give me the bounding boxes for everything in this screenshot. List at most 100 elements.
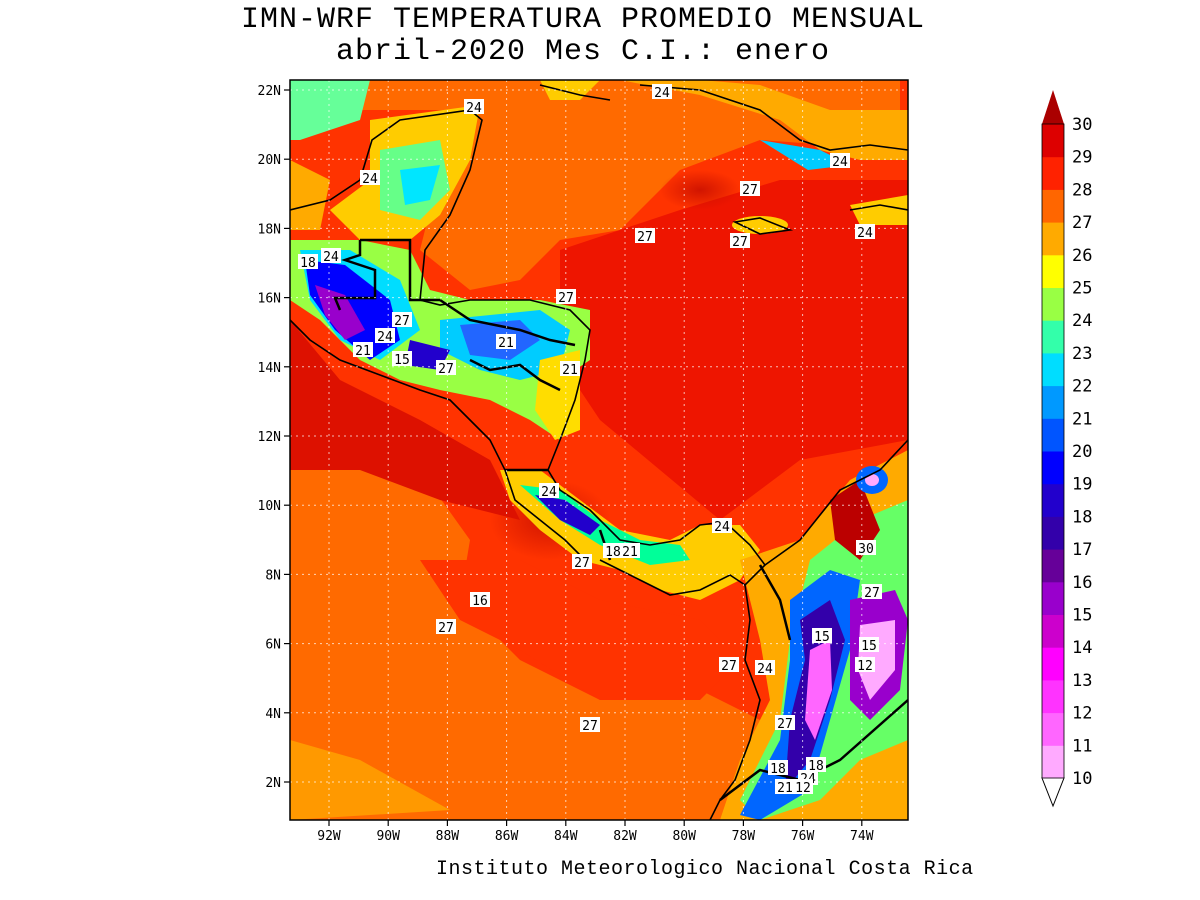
contour-label: 24 bbox=[377, 330, 393, 345]
contour-label: 24 bbox=[541, 485, 557, 500]
contour-label: 21 bbox=[498, 336, 514, 351]
colorbar-tick-label: 28 bbox=[1072, 180, 1092, 200]
colorbar: 10 11 12 13 14 15 16 17 18 19 20 21 22 23 24 25 26 27 28 29… bbox=[1041, 90, 1092, 808]
contour-label: 21 bbox=[622, 545, 638, 560]
lon-tick-label: 80W bbox=[672, 829, 696, 844]
contour-label: 24 bbox=[654, 86, 670, 101]
lat-tick-label: 16N bbox=[258, 292, 281, 307]
colorbar-swatch bbox=[1042, 483, 1064, 517]
colorbar-swatch bbox=[1042, 222, 1064, 256]
contour-label: 24 bbox=[857, 226, 873, 241]
colorbar-swatch bbox=[1042, 352, 1064, 387]
contour-label: 27 bbox=[438, 621, 454, 636]
colorbar-swatch bbox=[1042, 287, 1064, 321]
colorbar-tick-label: 27 bbox=[1072, 213, 1092, 233]
contour-label: 27 bbox=[558, 291, 574, 306]
contour-label: 24 bbox=[466, 101, 482, 116]
lon-tick-label: 84W bbox=[554, 829, 578, 844]
contour-label: 21 bbox=[777, 781, 793, 796]
lat-tick-label: 4N bbox=[265, 707, 281, 722]
lat-tick-label: 12N bbox=[258, 430, 281, 445]
colorbar-swatch bbox=[1042, 451, 1064, 485]
colorbar-swatch bbox=[1042, 124, 1064, 158]
contour-label: 12 bbox=[857, 659, 873, 674]
colorbar-tick-label: 29 bbox=[1072, 148, 1092, 168]
colorbar-swatch bbox=[1042, 581, 1064, 615]
colorbar-swatch bbox=[1042, 745, 1064, 779]
contour-label: 27 bbox=[438, 362, 454, 377]
contour-label: 12 bbox=[795, 781, 811, 796]
contour-label: 16 bbox=[472, 594, 488, 609]
lat-tick-label: 10N bbox=[258, 499, 281, 514]
colorbar-swatch bbox=[1042, 418, 1064, 452]
contour-label: 24 bbox=[757, 662, 773, 677]
contour-label: 24 bbox=[323, 250, 339, 265]
longitude-axis: 92W 90W 88W 86W 84W 82W 80W 78W 76W 74W bbox=[317, 820, 874, 844]
lat-tick-label: 18N bbox=[258, 222, 281, 237]
colorbar-tick-label: 22 bbox=[1072, 377, 1092, 397]
map-title-line1: IMN-WRF TEMPERATURA PROMEDIO MENSUAL bbox=[240, 3, 926, 37]
colorbar-swatch bbox=[1042, 320, 1064, 354]
lat-tick-label: 6N bbox=[265, 638, 281, 653]
colorbar-tick-label: 23 bbox=[1072, 344, 1092, 364]
map-field bbox=[290, 80, 908, 820]
field-gulf-26 bbox=[290, 80, 900, 290]
colorbar-swatch bbox=[1042, 189, 1064, 223]
lat-tick-label: 22N bbox=[258, 84, 281, 99]
contour-label: 27 bbox=[637, 230, 653, 245]
colorbar-tick-label: 14 bbox=[1072, 638, 1092, 658]
colorbar-tick-label: 15 bbox=[1072, 606, 1092, 626]
contour-label: 27 bbox=[582, 719, 598, 734]
lon-tick-label: 78W bbox=[732, 829, 756, 844]
contour-label: 15 bbox=[394, 353, 410, 368]
lon-tick-label: 92W bbox=[317, 829, 341, 844]
colorbar-swatch bbox=[1042, 679, 1064, 714]
contour-label: 24 bbox=[362, 172, 378, 187]
contour-label: 27 bbox=[742, 183, 758, 198]
contour-label: 21 bbox=[355, 344, 371, 359]
lon-tick-label: 74W bbox=[850, 829, 874, 844]
colorbar-tick-label: 19 bbox=[1072, 475, 1092, 495]
lat-tick-label: 20N bbox=[258, 153, 281, 168]
contour-label: 30 bbox=[858, 542, 874, 557]
colorbar-upper-arrow bbox=[1042, 90, 1064, 124]
plot-frame bbox=[289, 79, 909, 821]
colorbar-tick-label: 25 bbox=[1072, 279, 1092, 299]
lon-tick-label: 88W bbox=[436, 829, 460, 844]
colorbar-tick-label: 26 bbox=[1072, 246, 1092, 266]
colorbar-tick-label: 24 bbox=[1072, 311, 1092, 331]
colorbar-tick-label: 17 bbox=[1072, 540, 1092, 560]
colorbar-tick-label: 20 bbox=[1072, 442, 1092, 462]
colorbar-tick-label: 21 bbox=[1072, 409, 1092, 429]
contour-label: 27 bbox=[721, 659, 737, 674]
colorbar-lower-arrow bbox=[1041, 777, 1065, 808]
colorbar-tick-label: 11 bbox=[1072, 736, 1092, 756]
map-title-line2: abril-2020 Mes C.I.: enero bbox=[335, 35, 831, 69]
contour-label: 18 bbox=[300, 256, 316, 271]
contour-label: 27 bbox=[732, 235, 748, 250]
contour-label: 24 bbox=[832, 155, 848, 170]
lat-tick-label: 8N bbox=[265, 568, 281, 583]
contour-label: 21 bbox=[562, 363, 578, 378]
lon-tick-label: 90W bbox=[376, 829, 400, 844]
contour-label: 15 bbox=[814, 630, 830, 645]
contour-label: 27 bbox=[394, 314, 410, 329]
lat-tick-label: 2N bbox=[265, 776, 281, 791]
grid bbox=[290, 80, 908, 820]
colorbar-tick-label: 13 bbox=[1072, 671, 1092, 691]
field-caribbean-28 bbox=[560, 180, 908, 520]
field-pacific-27 bbox=[420, 560, 740, 700]
colorbar-tick-label: 10 bbox=[1072, 769, 1092, 789]
colorbar-swatch bbox=[1042, 516, 1064, 550]
colorbar-tick-label: 18 bbox=[1072, 507, 1092, 527]
latitude-axis: 2N 4N 6N 8N 10N 12N 14N 16N 18N 20N 22N bbox=[258, 84, 290, 791]
colorbar-swatch bbox=[1042, 254, 1064, 288]
field-pacific-26 bbox=[290, 440, 760, 820]
lat-tick-label: 14N bbox=[258, 361, 281, 376]
contour-label: 27 bbox=[777, 717, 793, 732]
contour-label: 18 bbox=[770, 762, 786, 777]
contour-label: 27 bbox=[574, 556, 590, 571]
field-cuba bbox=[620, 80, 908, 160]
